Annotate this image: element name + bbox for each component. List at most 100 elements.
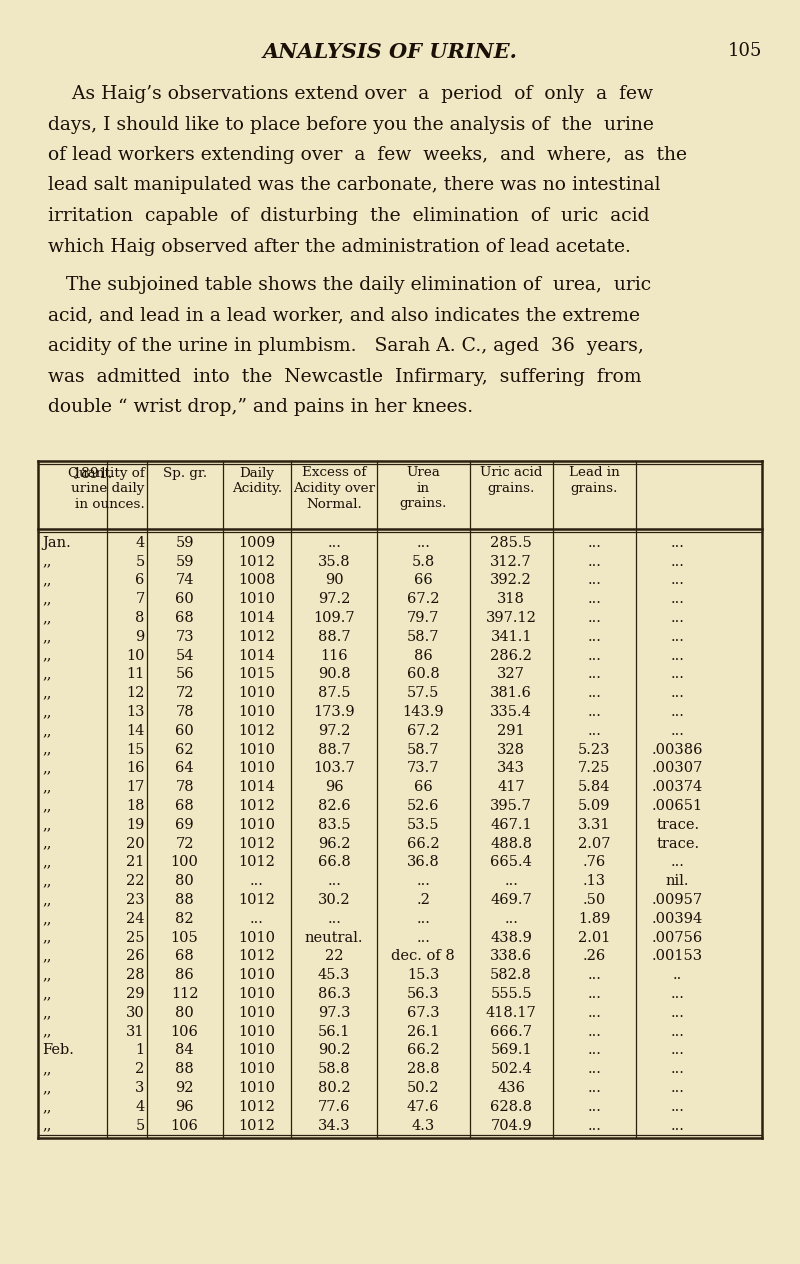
Text: ...: ... (587, 1025, 602, 1039)
Text: 64: 64 (175, 761, 194, 776)
Text: trace.: trace. (656, 818, 699, 832)
Text: acid, and lead in a lead worker, and also indicates the extreme: acid, and lead in a lead worker, and als… (48, 306, 640, 325)
Text: 1010: 1010 (238, 743, 275, 757)
Text: 318: 318 (497, 593, 525, 607)
Text: 335.4: 335.4 (490, 705, 532, 719)
Text: 52.6: 52.6 (407, 799, 439, 813)
Text: 1.89: 1.89 (578, 911, 610, 927)
Text: 58.7: 58.7 (407, 743, 439, 757)
Text: 59: 59 (175, 555, 194, 569)
Text: 86: 86 (414, 648, 433, 662)
Text: 77.6: 77.6 (318, 1100, 350, 1114)
Text: trace.: trace. (656, 837, 699, 851)
Text: 1010: 1010 (238, 686, 275, 700)
Text: 1010: 1010 (238, 818, 275, 832)
Text: 56: 56 (175, 667, 194, 681)
Text: 381.6: 381.6 (490, 686, 532, 700)
Text: 1012: 1012 (238, 894, 275, 908)
Text: 100: 100 (170, 856, 198, 870)
Text: .00394: .00394 (652, 911, 703, 927)
Text: .00153: .00153 (652, 949, 703, 963)
Text: of lead workers extending over  a  few  weeks,  and  where,  as  the: of lead workers extending over a few wee… (48, 147, 687, 164)
Text: 53.5: 53.5 (407, 818, 439, 832)
Text: 112: 112 (171, 987, 198, 1001)
Text: 395.7: 395.7 (490, 799, 532, 813)
Text: which Haig observed after the administration of lead acetate.: which Haig observed after the administra… (48, 238, 631, 255)
Text: ...: ... (670, 1119, 685, 1133)
Text: ...: ... (587, 1044, 602, 1058)
Text: ...: ... (670, 1044, 685, 1058)
Text: 15.3: 15.3 (407, 968, 439, 982)
Text: 80: 80 (175, 875, 194, 889)
Text: 86.3: 86.3 (318, 987, 350, 1001)
Text: 72: 72 (175, 837, 194, 851)
Text: 106: 106 (170, 1119, 198, 1133)
Text: 1012: 1012 (238, 837, 275, 851)
Text: The subjoined table shows the daily elimination of  urea,  uric: The subjoined table shows the daily elim… (48, 276, 651, 295)
Text: 56.3: 56.3 (407, 987, 439, 1001)
Text: ,,: ,, (42, 856, 51, 870)
Text: ...: ... (587, 987, 602, 1001)
Text: 5.23: 5.23 (578, 743, 610, 757)
Text: 19: 19 (126, 818, 145, 832)
Text: 5.84: 5.84 (578, 780, 610, 794)
Text: .76: .76 (582, 856, 606, 870)
Text: 23: 23 (126, 894, 145, 908)
Text: 291: 291 (498, 724, 525, 738)
Text: ,,: ,, (42, 818, 51, 832)
Text: 1015: 1015 (238, 667, 275, 681)
Text: ...: ... (416, 930, 430, 944)
Text: 31: 31 (126, 1025, 145, 1039)
Text: .00386: .00386 (652, 743, 703, 757)
Text: 5.8: 5.8 (411, 555, 434, 569)
Text: 1010: 1010 (238, 987, 275, 1001)
Text: ...: ... (587, 536, 602, 550)
Text: 28: 28 (126, 968, 145, 982)
Text: ,,: ,, (42, 761, 51, 776)
Text: ...: ... (587, 611, 602, 626)
Text: ,,: ,, (42, 987, 51, 1001)
Text: 4.3: 4.3 (411, 1119, 434, 1133)
Text: .00756: .00756 (652, 930, 703, 944)
Text: ,,: ,, (42, 968, 51, 982)
Text: 26: 26 (126, 949, 145, 963)
Text: 2.01: 2.01 (578, 930, 610, 944)
Text: ...: ... (587, 1100, 602, 1114)
Text: 1010: 1010 (238, 1006, 275, 1020)
Text: 86: 86 (175, 968, 194, 982)
Text: 1010: 1010 (238, 930, 275, 944)
Text: 1012: 1012 (238, 949, 275, 963)
Text: Quantity of
urine daily
in ounces.: Quantity of urine daily in ounces. (68, 466, 145, 511)
Text: 4: 4 (135, 536, 145, 550)
Text: ...: ... (250, 911, 264, 927)
Text: ,,: ,, (42, 743, 51, 757)
Text: 20: 20 (126, 837, 145, 851)
Text: 97.3: 97.3 (318, 1006, 350, 1020)
Text: 80.2: 80.2 (318, 1081, 350, 1095)
Text: 1012: 1012 (238, 856, 275, 870)
Text: 3.31: 3.31 (578, 818, 610, 832)
Text: ...: ... (670, 856, 685, 870)
Text: ...: ... (250, 875, 264, 889)
Text: 1010: 1010 (238, 1025, 275, 1039)
Text: .26: .26 (582, 949, 606, 963)
Text: 1012: 1012 (238, 629, 275, 643)
Text: 30: 30 (126, 1006, 145, 1020)
Text: ...: ... (670, 574, 685, 588)
Text: 97.2: 97.2 (318, 593, 350, 607)
Text: Urea
in
grains.: Urea in grains. (399, 466, 447, 511)
Text: ,,: ,, (42, 930, 51, 944)
Text: ...: ... (587, 724, 602, 738)
Text: ...: ... (587, 968, 602, 982)
Text: 73: 73 (175, 629, 194, 643)
Text: 105: 105 (728, 42, 762, 59)
Text: 60.8: 60.8 (406, 667, 439, 681)
Text: 68: 68 (175, 611, 194, 626)
Text: Jan.: Jan. (42, 536, 70, 550)
Text: 328: 328 (497, 743, 525, 757)
Text: 1009: 1009 (238, 536, 275, 550)
Text: 2: 2 (135, 1062, 145, 1077)
Text: ,,: ,, (42, 611, 51, 626)
Text: 8: 8 (135, 611, 145, 626)
Text: 92: 92 (175, 1081, 194, 1095)
